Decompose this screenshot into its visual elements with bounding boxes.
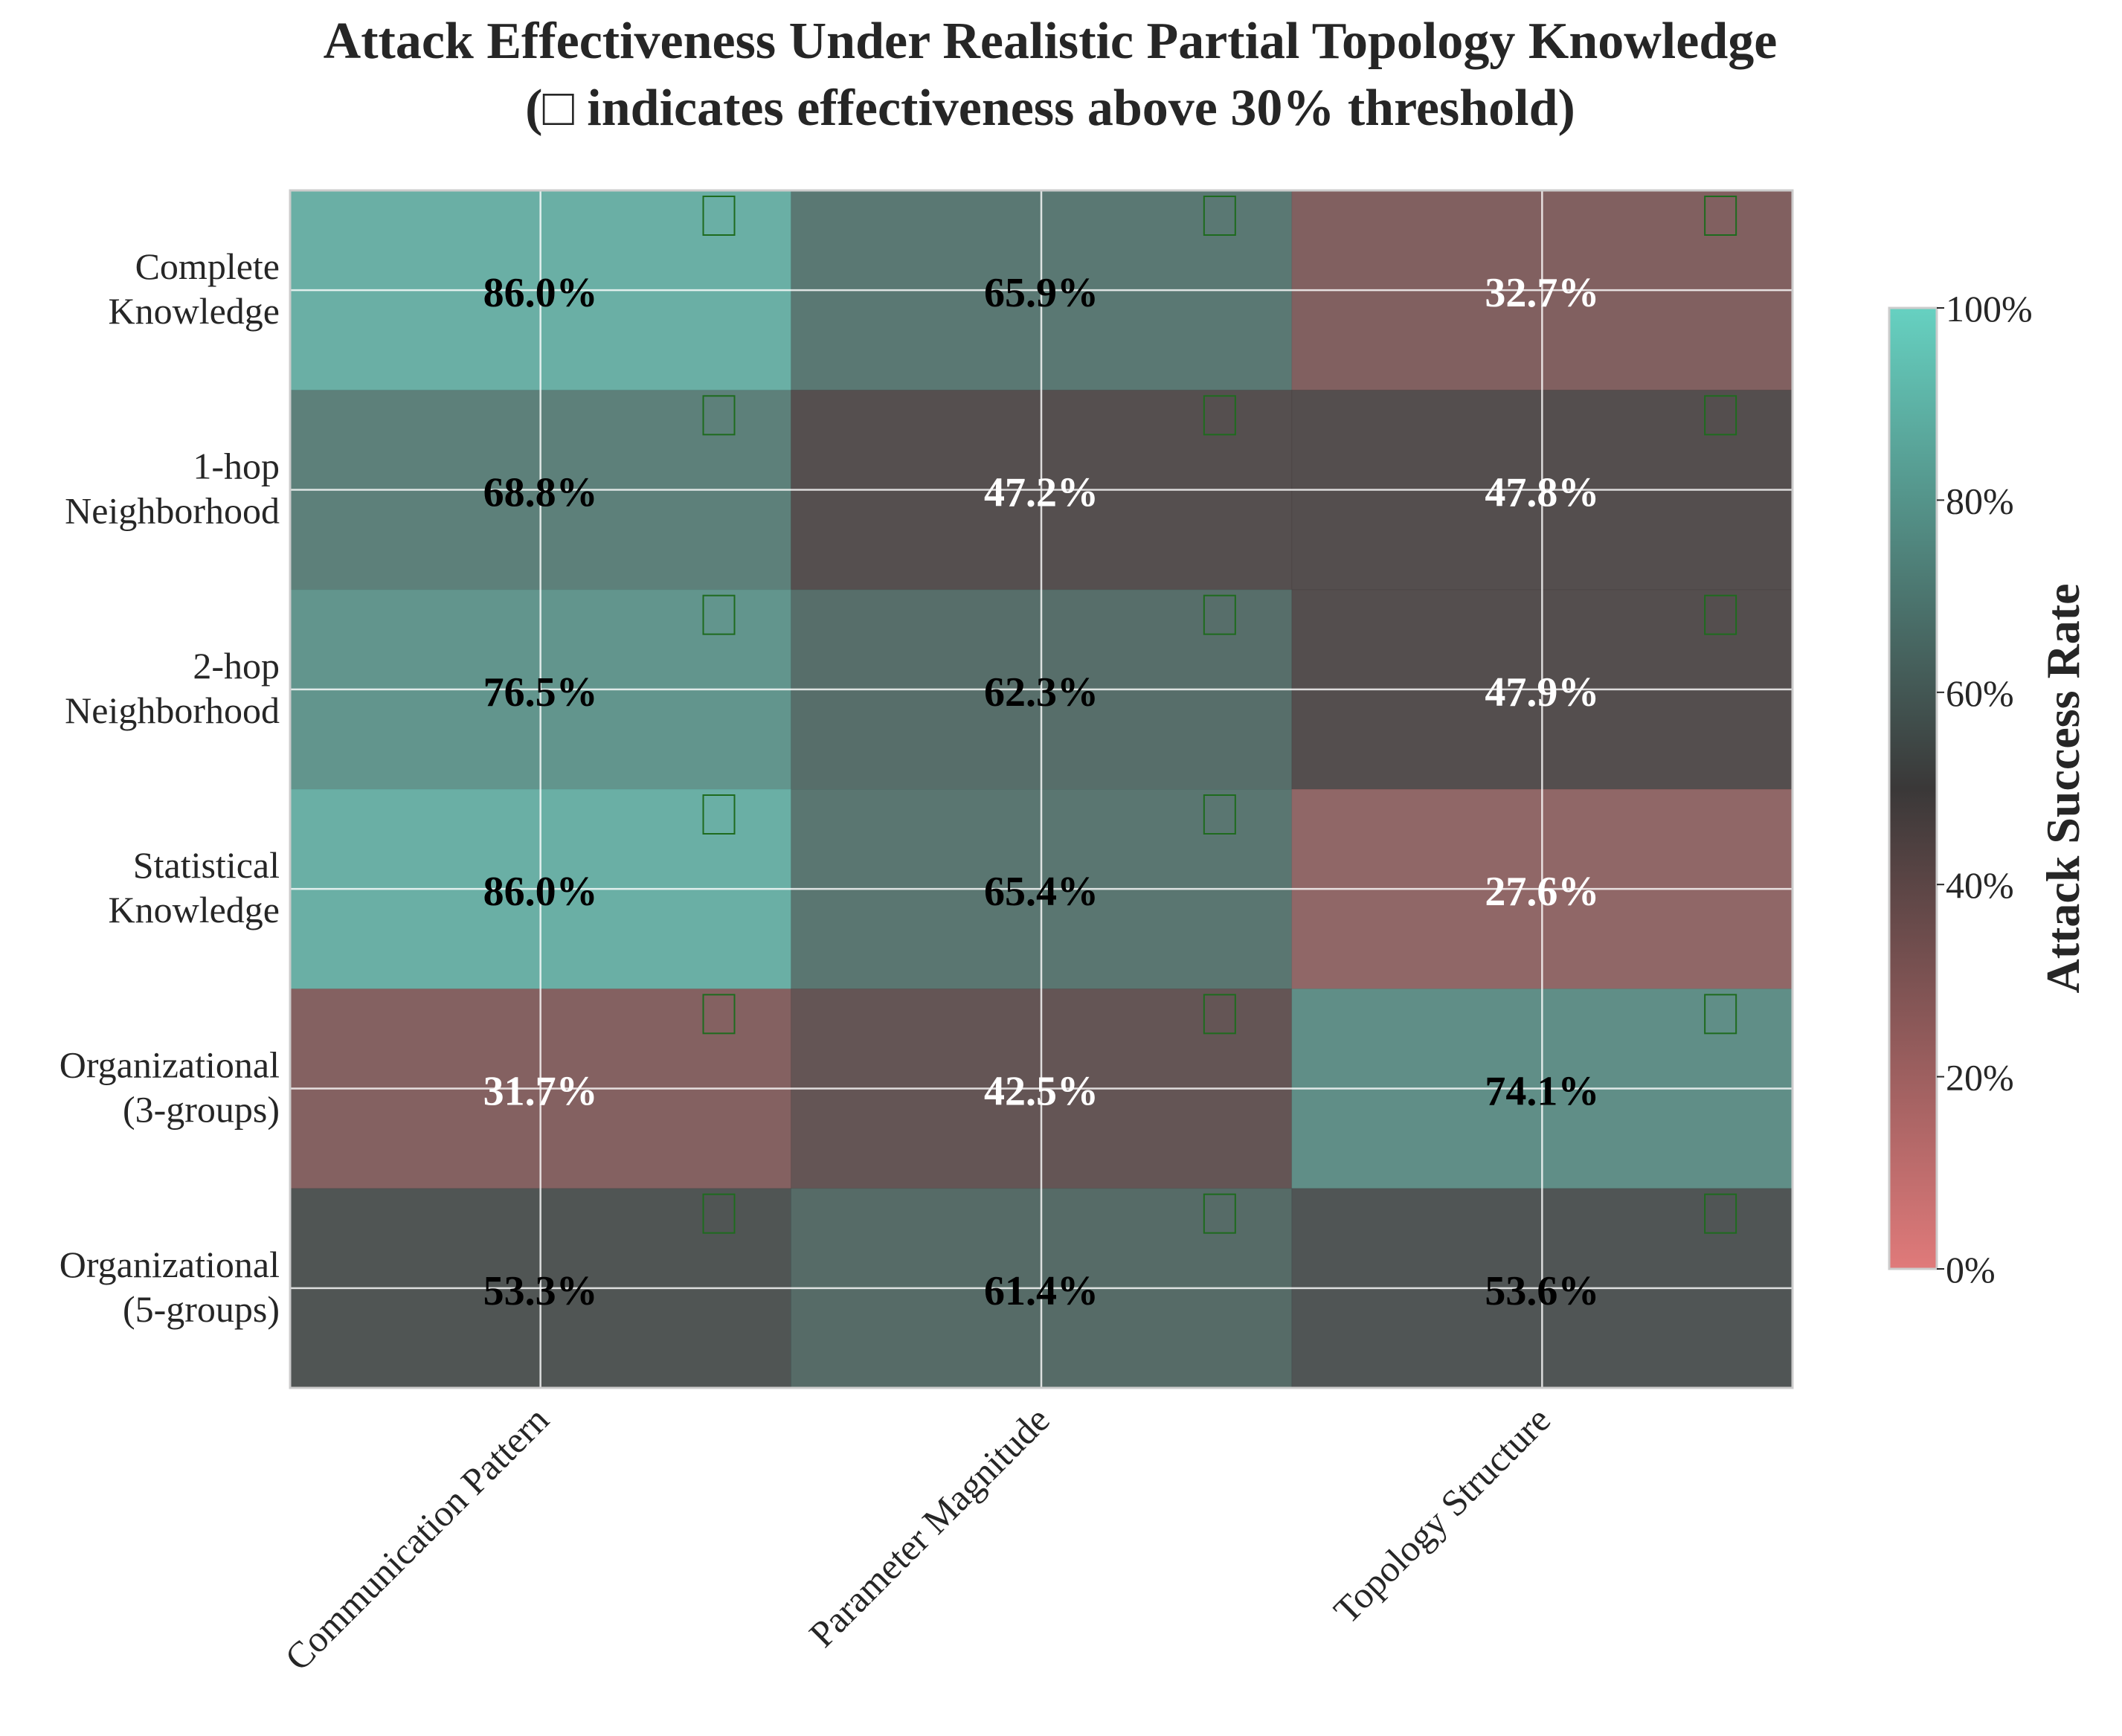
threshold-marker-icon <box>1704 196 1737 236</box>
row-tick-label: 1-hop Neighborhood <box>65 446 280 532</box>
grid-lines <box>290 190 1793 1388</box>
cell-value-label: 47.2% <box>984 470 1099 516</box>
threshold-marker-icon <box>702 594 736 635</box>
threshold-marker-icon <box>1203 395 1236 436</box>
row-tick-label: Complete Knowledge <box>109 245 280 332</box>
column-tick-label: Parameter Magnitude <box>801 1398 1058 1655</box>
cell-value-label: 53.3% <box>483 1268 598 1314</box>
threshold-marker-icon <box>1704 994 1737 1035</box>
threshold-marker-icon <box>1704 1193 1737 1234</box>
cell-value-label: 65.9% <box>984 270 1099 316</box>
cell-value-label: 65.4% <box>984 869 1099 915</box>
cell-value-label: 42.5% <box>984 1069 1099 1115</box>
cell-value-label: 68.8% <box>483 470 598 516</box>
cell-value-label: 53.6% <box>1485 1268 1599 1314</box>
cell-value-label: 27.6% <box>1485 869 1599 915</box>
cell-value-label: 74.1% <box>1485 1069 1599 1115</box>
colorbar-tick-label: 0% <box>1946 1249 1996 1290</box>
column-tick-labels: Communication Pattern Parameter Magnitude… <box>277 1398 1558 1678</box>
threshold-marker-icon <box>702 1193 736 1234</box>
threshold-marker-icon <box>1203 994 1236 1035</box>
cell-value-label: 61.4% <box>984 1268 1099 1314</box>
colorbar-tick-label: 60% <box>1946 672 2014 714</box>
colorbar <box>1888 306 1938 1270</box>
threshold-marker-icon <box>1704 594 1737 635</box>
threshold-marker-icon <box>702 196 736 236</box>
row-tick-label: Statistical Knowledge <box>109 844 280 930</box>
threshold-marker-icon <box>702 994 736 1035</box>
column-tick-label: Topology Structure <box>1325 1398 1558 1631</box>
cell-value-label: 32.7% <box>1485 270 1599 316</box>
cell-value-label: 62.3% <box>984 669 1099 716</box>
cell-value-label: 47.9% <box>1485 669 1599 716</box>
threshold-marker-icon <box>1203 594 1236 635</box>
column-tick-label: Communication Pattern <box>277 1398 556 1678</box>
cell-value-labels: 86.0% 65.9% 32.7% 68.8% 47.2% 47.8% 76.5% 62.3%… <box>483 270 1600 1314</box>
colorbar-tick-label: 100% <box>1946 288 2033 329</box>
colorbar-tick-label: 80% <box>1946 480 2014 521</box>
colorbar-label: Attack Success Rate <box>2036 584 2089 994</box>
threshold-marker-icon <box>1203 1193 1236 1234</box>
colorbar-ticks: 0% 20% 40% 60% 80% 100% <box>1937 288 2033 1290</box>
threshold-marker-icon <box>702 794 736 835</box>
cell-value-label: 86.0% <box>483 869 598 915</box>
row-tick-label: Organizational (5-groups) <box>60 1244 280 1330</box>
cell-value-label: 86.0% <box>483 270 598 316</box>
cell-value-label: 31.7% <box>483 1069 598 1115</box>
row-tick-label: Organizational (3-groups) <box>60 1044 280 1131</box>
colorbar-tick-label: 20% <box>1946 1057 2014 1099</box>
row-tick-labels: Complete Knowledge 1-hop Neighborhood 2-hop N… <box>60 245 280 1330</box>
colorbar-tick-label: 40% <box>1946 864 2014 906</box>
threshold-marker-icon <box>1203 794 1236 835</box>
chart-title: Attack Effectiveness Under Realistic Par… <box>324 13 1778 70</box>
plot-frame <box>289 189 1794 1389</box>
threshold-marker-icon <box>1203 196 1236 236</box>
chart-subtitle: (□ indicates effectiveness above 30% thr… <box>525 80 1575 137</box>
cell-value-label: 76.5% <box>483 669 598 716</box>
threshold-markers <box>702 196 1737 1234</box>
cell-value-label: 47.8% <box>1485 470 1599 516</box>
threshold-marker-icon <box>1704 395 1737 436</box>
threshold-marker-icon <box>702 395 736 436</box>
row-tick-label: 2-hop Neighborhood <box>65 645 280 731</box>
